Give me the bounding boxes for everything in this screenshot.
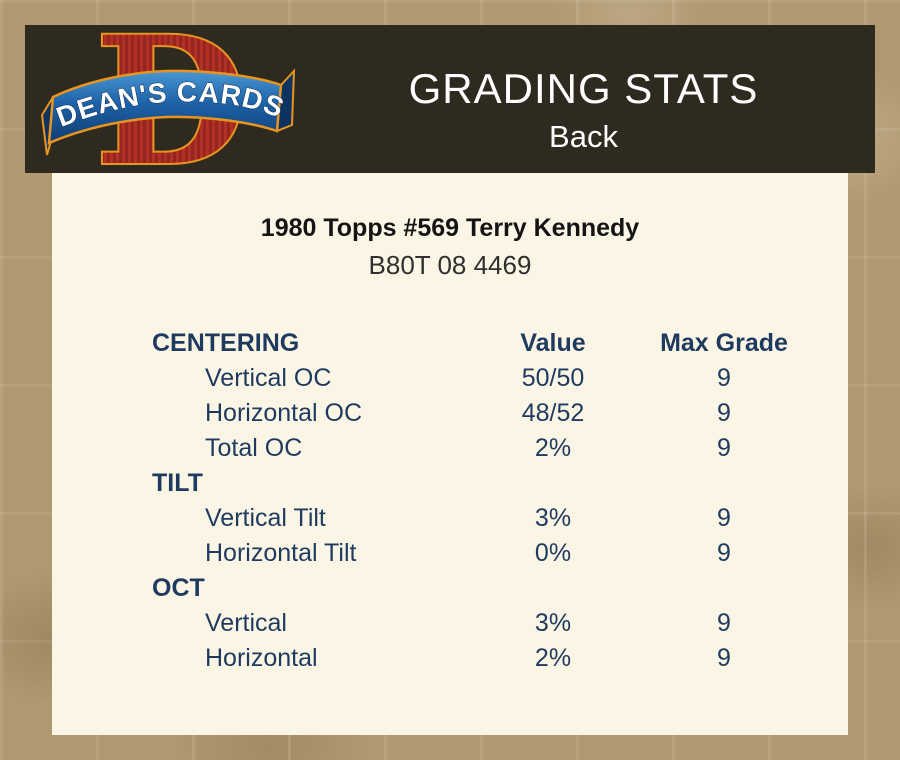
column-header-max-grade: Max Grade (660, 329, 788, 358)
row-label: Horizontal (205, 644, 318, 673)
row-max-grade: 9 (717, 434, 731, 463)
row-value: 2% (534, 434, 572, 463)
card-title: 1980 Topps #569 Terry Kennedy (260, 214, 640, 242)
deans-cards-logo-icon: D DEAN'S CARDS (40, 0, 296, 207)
row-max-grade: 9 (717, 364, 731, 393)
row-max-grade: 9 (717, 399, 731, 428)
row-max-grade: 9 (717, 539, 731, 568)
row-label: Total OC (205, 434, 303, 463)
grading-stats-panel: 1980 Topps #569 Terry Kennedy B80T 08 44… (52, 173, 848, 735)
table-row: Vertical 3% 9 (152, 606, 824, 641)
header-bar: D DEAN'S CARDS GRADING STATS Back (25, 0, 875, 207)
row-label: Vertical (205, 609, 287, 638)
section-header-oct: OCT (152, 574, 205, 603)
row-max-grade: 9 (717, 609, 731, 638)
card-serial-number: B80T 08 4469 (368, 250, 532, 280)
table-header-row: CENTERING Value Max Grade (152, 326, 824, 361)
deans-cards-logo[interactable]: D DEAN'S CARDS (40, 0, 303, 207)
row-value: 48/52 (521, 399, 585, 428)
row-value: 50/50 (521, 364, 585, 393)
table-row: Vertical Tilt 3% 9 (152, 501, 824, 536)
grading-stats-table: CENTERING Value Max Grade Vertical OC 50… (152, 326, 824, 676)
table-row: Horizontal Tilt 0% 9 (152, 536, 824, 571)
row-max-grade: 9 (717, 644, 731, 673)
section-header-tilt: TILT (152, 469, 203, 498)
row-value: 3% (534, 609, 572, 638)
column-header-centering: CENTERING (152, 329, 300, 358)
table-row: Vertical OC 50/50 9 (152, 361, 824, 396)
table-section-row: TILT (152, 466, 824, 501)
row-label: Horizontal OC (205, 399, 362, 428)
card-side-label: Back (549, 119, 618, 155)
row-value: 2% (534, 644, 572, 673)
table-row: Horizontal 2% 9 (152, 641, 824, 676)
column-header-value: Value (520, 329, 586, 358)
row-max-grade: 9 (717, 504, 731, 533)
row-label: Horizontal Tilt (205, 539, 357, 568)
table-section-row: OCT (152, 571, 824, 606)
row-value: 3% (534, 504, 572, 533)
row-label: Vertical Tilt (205, 504, 326, 533)
row-value: 0% (534, 539, 572, 568)
table-row: Horizontal OC 48/52 9 (152, 396, 824, 431)
header-titles: GRADING STATS Back (310, 25, 857, 173)
table-row: Total OC 2% 9 (152, 431, 824, 466)
row-label: Vertical OC (205, 364, 332, 393)
page-title: GRADING STATS (408, 64, 759, 112)
